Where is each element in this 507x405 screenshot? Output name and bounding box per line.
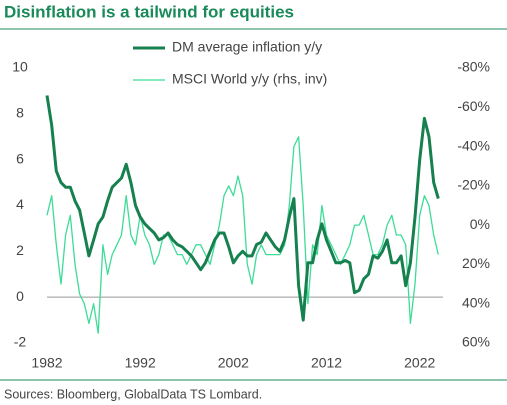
y2-tick-label: 60% <box>462 334 490 350</box>
y-tick-label: 10 <box>12 59 28 75</box>
y2-tick-label: 0% <box>470 216 490 232</box>
y2-tick-label: 20% <box>462 255 490 271</box>
x-tick-label: 2022 <box>404 355 435 371</box>
y2-tick-label: -40% <box>457 137 490 153</box>
series-line <box>45 95 440 322</box>
y2-tick-label: 40% <box>462 294 490 310</box>
legend-label: MSCI World y/y (rhs, inv) <box>172 71 327 87</box>
y-tick-label: 6 <box>16 150 24 166</box>
x-tick-label: 1982 <box>31 355 62 371</box>
x-tick-label: 1992 <box>125 355 156 371</box>
source: Sources: Bloomberg, GlobalData TS Lombar… <box>4 387 262 401</box>
y-tick-label: 2 <box>16 242 24 258</box>
y2-tick-label: -80% <box>457 59 490 75</box>
y-tick-label: 0 <box>16 288 24 304</box>
x-tick-label: 2012 <box>311 355 342 371</box>
y-tick-label: 4 <box>16 196 24 212</box>
y-tick-label: -2 <box>14 334 27 350</box>
legend-label: DM average inflation y/y <box>172 39 322 55</box>
y-tick-label: 8 <box>16 105 24 121</box>
y2-tick-label: -60% <box>457 98 490 114</box>
x-tick-label: 2002 <box>218 355 249 371</box>
y2-tick-label: -20% <box>457 177 490 193</box>
series-line <box>46 136 439 334</box>
chart-title: Disinflation is a tailwind for equities <box>4 2 294 21</box>
